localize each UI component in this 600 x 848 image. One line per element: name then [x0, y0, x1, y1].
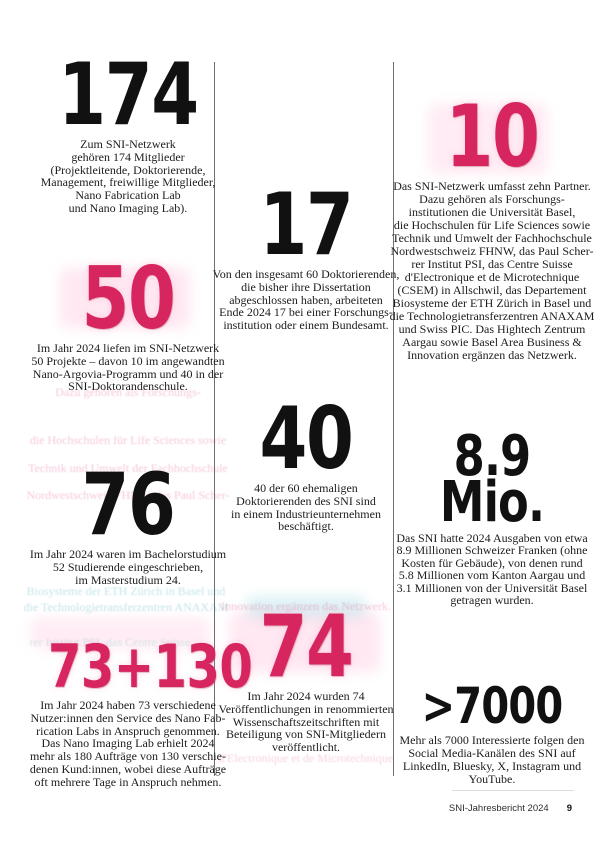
- stat-caption: Im Jahr 2024 wurden 74 Veröffentlichunge…: [218, 689, 394, 755]
- stat-network-members: 174 Zum SNI-Netzwerk gehören 174 Mitglie…: [28, 45, 228, 215]
- column-divider-right: [393, 62, 394, 776]
- footer-page-number: 9: [566, 803, 572, 814]
- stat-caption: Von den insgesamt 60 Doktorierenden, die…: [212, 267, 400, 333]
- stat-value: >7000: [421, 677, 564, 735]
- stat-caption: Mehr als 7000 Interessierte folgen den S…: [399, 733, 585, 786]
- column-divider-left: [214, 62, 215, 776]
- stat-value: 174: [58, 45, 199, 145]
- stat-expenses-millions: 8.9 Mio. Das SNI hatte 2024 Ausgaben von…: [388, 424, 596, 608]
- stat-phd-in-research: 17 Von den insgesamt 60 Doktorierenden, …: [206, 175, 406, 333]
- stat-caption: 40 der 60 ehemaligen Doktorierenden des …: [231, 481, 381, 534]
- footer-rule: [452, 790, 574, 791]
- footer-report-title: SNI-Jahresbericht 2024: [448, 803, 549, 814]
- stat-value: 76: [81, 455, 176, 555]
- stat-caption: Im Jahr 2024 haben 73 verschiedene Nutze…: [29, 698, 227, 789]
- stat-phd-in-industry: 40 40 der 60 ehemaligen Doktorierenden d…: [206, 389, 406, 534]
- stat-caption: Im Jahr 2024 waren im Bachelorstudium 52…: [29, 547, 227, 587]
- stat-caption: Das SNI hatte 2024 Ausgaben von etwa 8.9…: [396, 531, 588, 608]
- stat-lab-users-orders: 73+130 Im Jahr 2024 haben 73 verschieden…: [28, 632, 253, 789]
- stat-value: 10: [445, 87, 540, 187]
- stat-network-partners: 10 Das SNI-Netzwerk umfasst zehn Partner…: [388, 87, 596, 362]
- stat-caption: Im Jahr 2024 liefen im SNI-Netzwerk 50 P…: [31, 341, 225, 394]
- stat-value: 50: [81, 249, 176, 349]
- stat-publications-2024: 74 Im Jahr 2024 wurden 74 Veröffentlichu…: [206, 597, 406, 755]
- render-artifact-text: die Technologietransferzentren ANAXAM: [23, 600, 229, 614]
- stat-value: 8.9 Mio.: [439, 424, 545, 535]
- render-artifact-text: die Hochschulen für Life Sciences sowie: [29, 433, 227, 447]
- stat-projects-2024: 50 Im Jahr 2024 liefen im SNI-Netzwerk 5…: [28, 249, 228, 394]
- stat-caption: Das SNI-Netzwerk umfasst zehn Partner. D…: [389, 179, 595, 362]
- stat-value: 17: [259, 175, 354, 275]
- page-footer: SNI-Jahresbericht 2024 9: [449, 803, 572, 814]
- render-artifact-text: Biosysteme der ETH Zürich in Basel und: [26, 584, 226, 598]
- stat-caption: Zum SNI-Netzwerk gehören 174 Mitglieder …: [40, 137, 216, 215]
- stat-value: 74: [259, 597, 354, 697]
- stat-value: 40: [259, 389, 354, 489]
- stat-value: 73+130: [48, 632, 253, 702]
- stat-social-media-followers: >7000 Mehr als 7000 Interessierte folgen…: [388, 677, 596, 786]
- stat-students-enrolled: 76 Im Jahr 2024 waren im Bachelorstudium…: [28, 455, 228, 587]
